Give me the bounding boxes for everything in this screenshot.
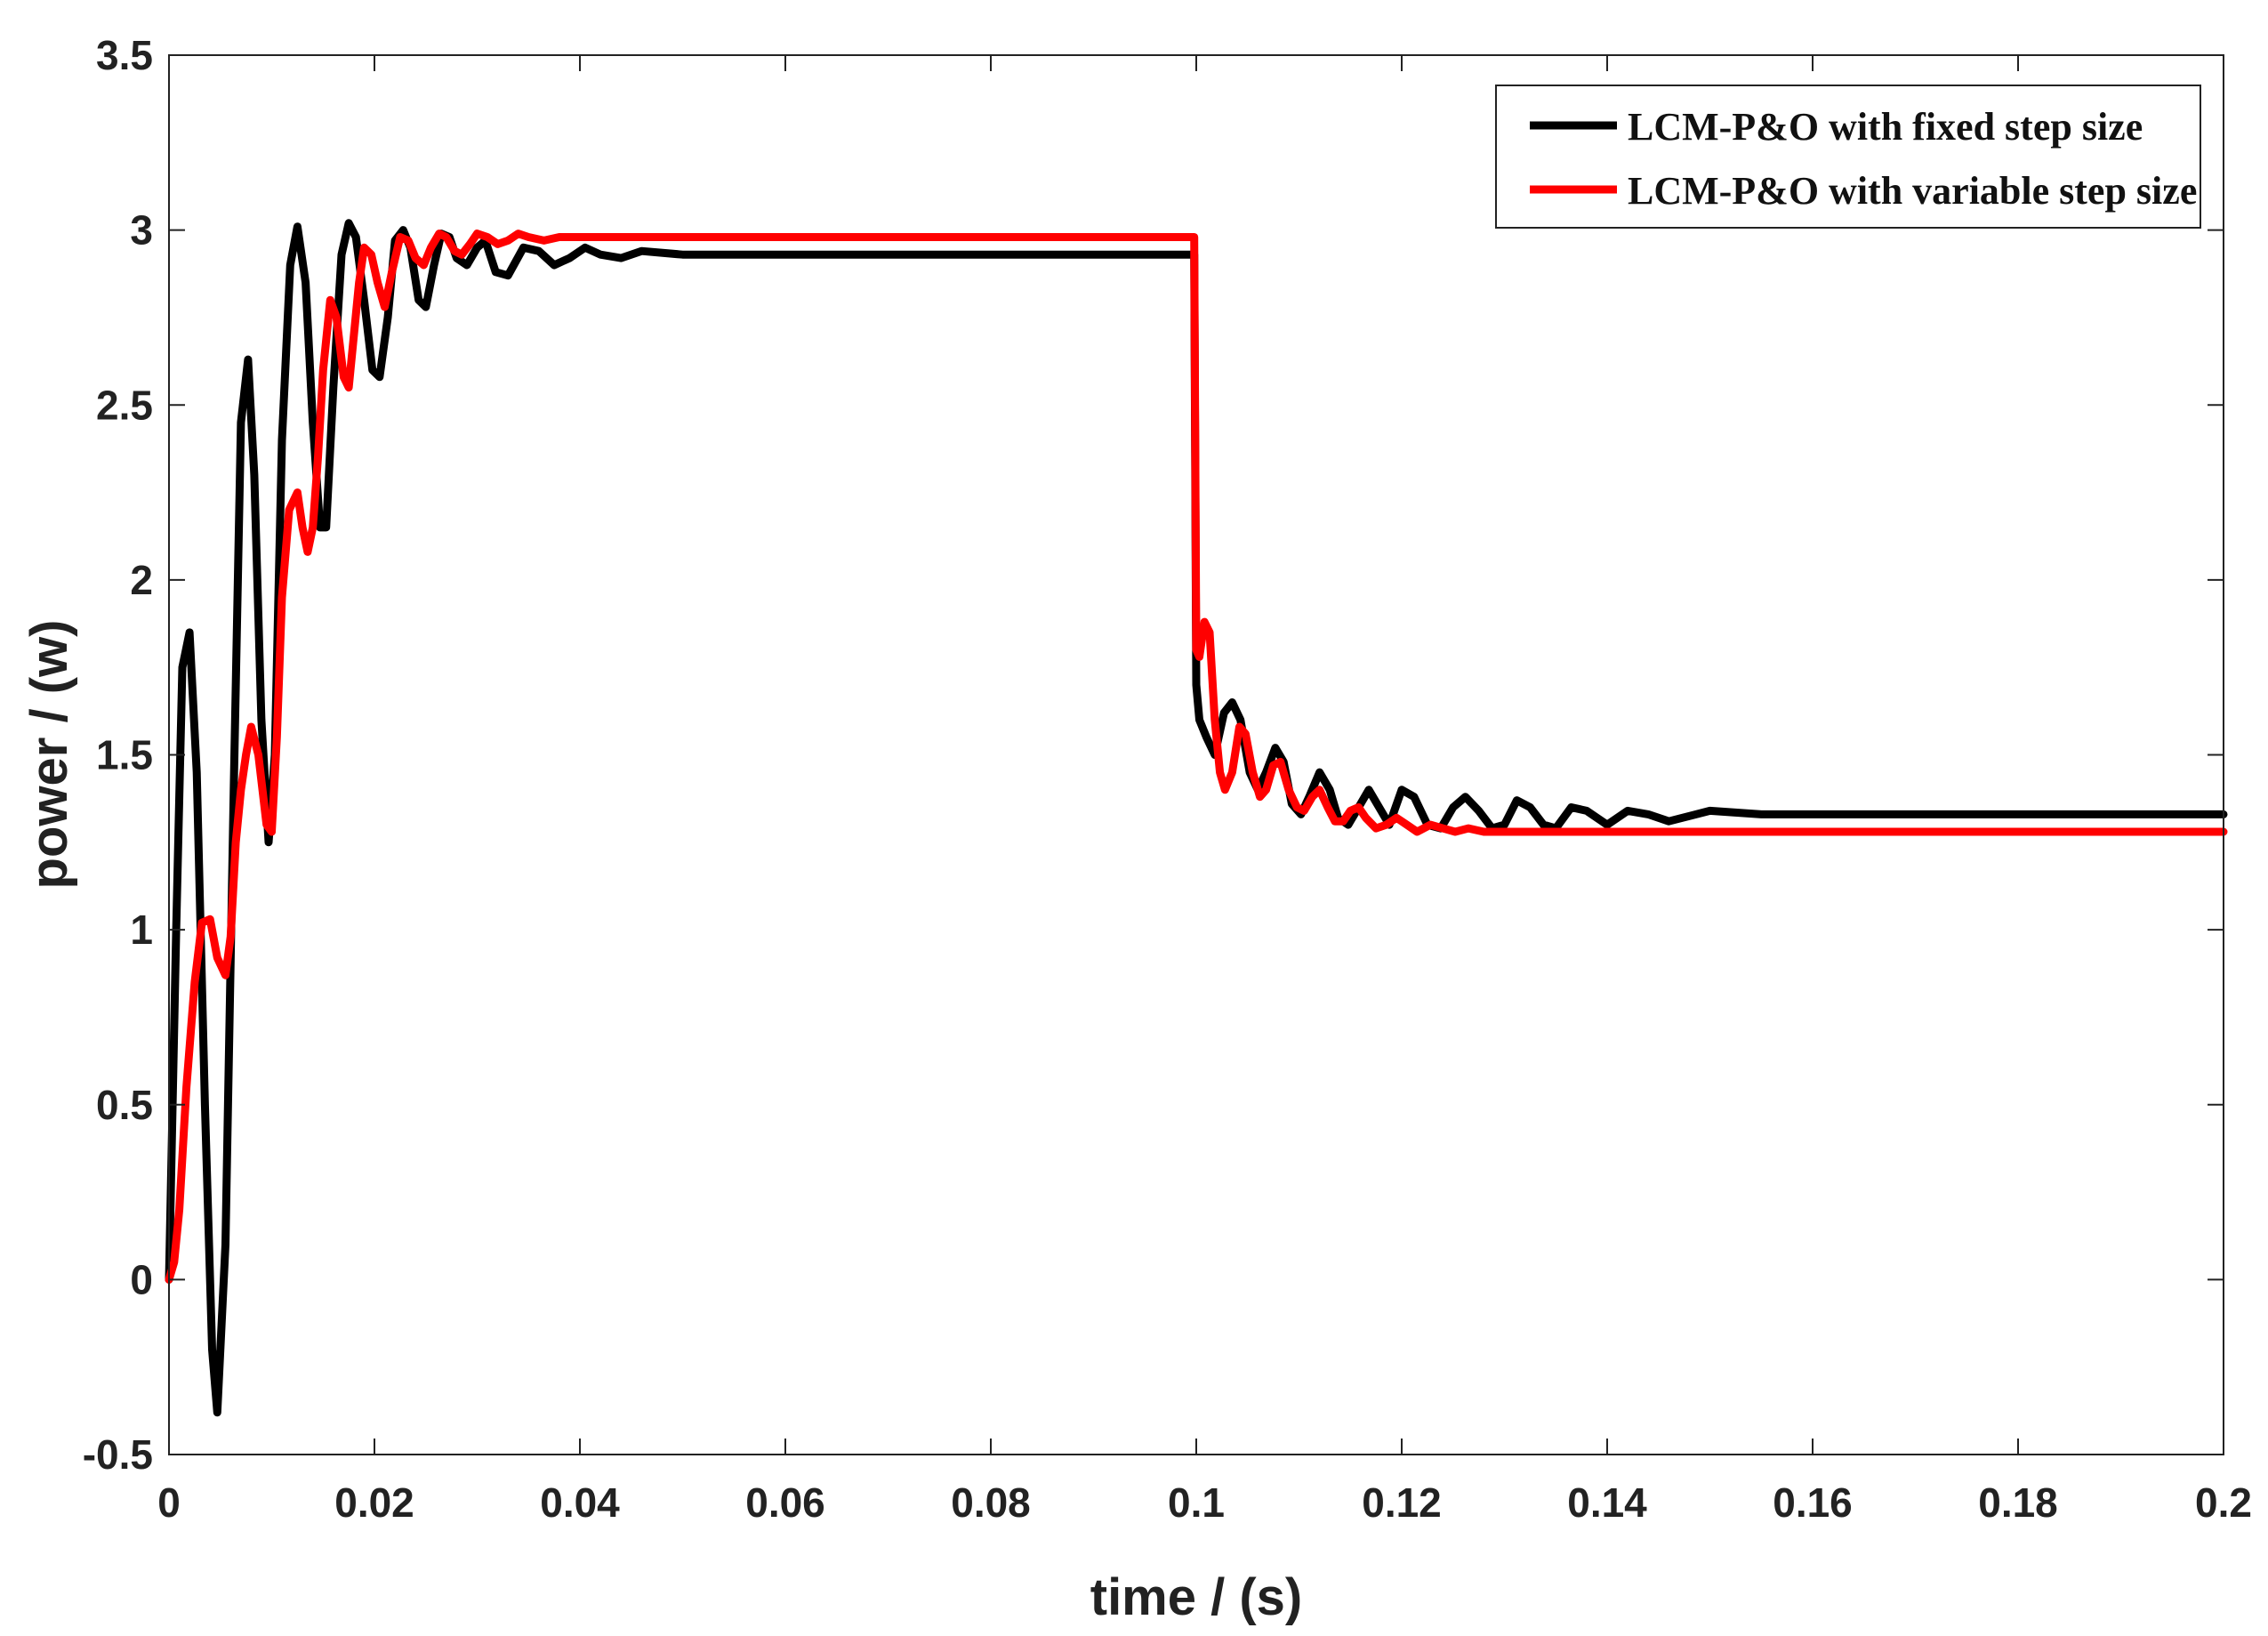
x-tick-label: 0.1 [1168,1479,1225,1526]
y-tick-label: 2.5 [96,382,153,428]
x-tick-label: 0.18 [1978,1479,2058,1526]
y-tick-label: 1 [130,907,153,953]
y-tick-label: 1.5 [96,732,153,778]
x-tick-label: 0 [157,1479,181,1526]
x-tick-label: 0.14 [1567,1479,1647,1526]
legend-box [1495,85,2201,229]
legend-label-fixed-step: LCM-P&O with fixed step size [1628,105,2143,149]
legend: LCM-P&O with fixed step size LCM-P&O wit… [1495,85,2201,229]
y-tick-label: 0.5 [96,1082,153,1128]
y-tick-label: 2 [130,557,153,603]
y-axis-label: power / (w) [20,620,78,890]
x-tick-label: 0.04 [540,1479,620,1526]
x-tick-label: 0.16 [1773,1479,1853,1526]
x-tick-label: 0.12 [1362,1479,1442,1526]
x-tick-label: 0.06 [745,1479,825,1526]
y-tick-label: 3.5 [96,32,153,78]
tick-layer: 0 0.02 0.04 0.06 0.08 0.1 0.12 0.14 0.16 0.18 0.2 -… [83,32,2252,1526]
series-layer [165,219,2228,1417]
y-tick-label: 3 [130,207,153,254]
y-tick-label: 0 [130,1256,153,1302]
x-tick-label: 0.08 [951,1479,1031,1526]
y-tick-label: -0.5 [83,1431,153,1478]
series-line-variable-step [165,230,2228,1284]
x-tick-label: 0.2 [2195,1479,2252,1526]
x-tick-label: 0.02 [334,1479,414,1526]
series-line-fixed-step [165,219,2228,1417]
legend-label-variable-step: LCM-P&O with variable step size [1628,169,2197,213]
x-axis-label: time / (s) [1090,1568,1303,1626]
